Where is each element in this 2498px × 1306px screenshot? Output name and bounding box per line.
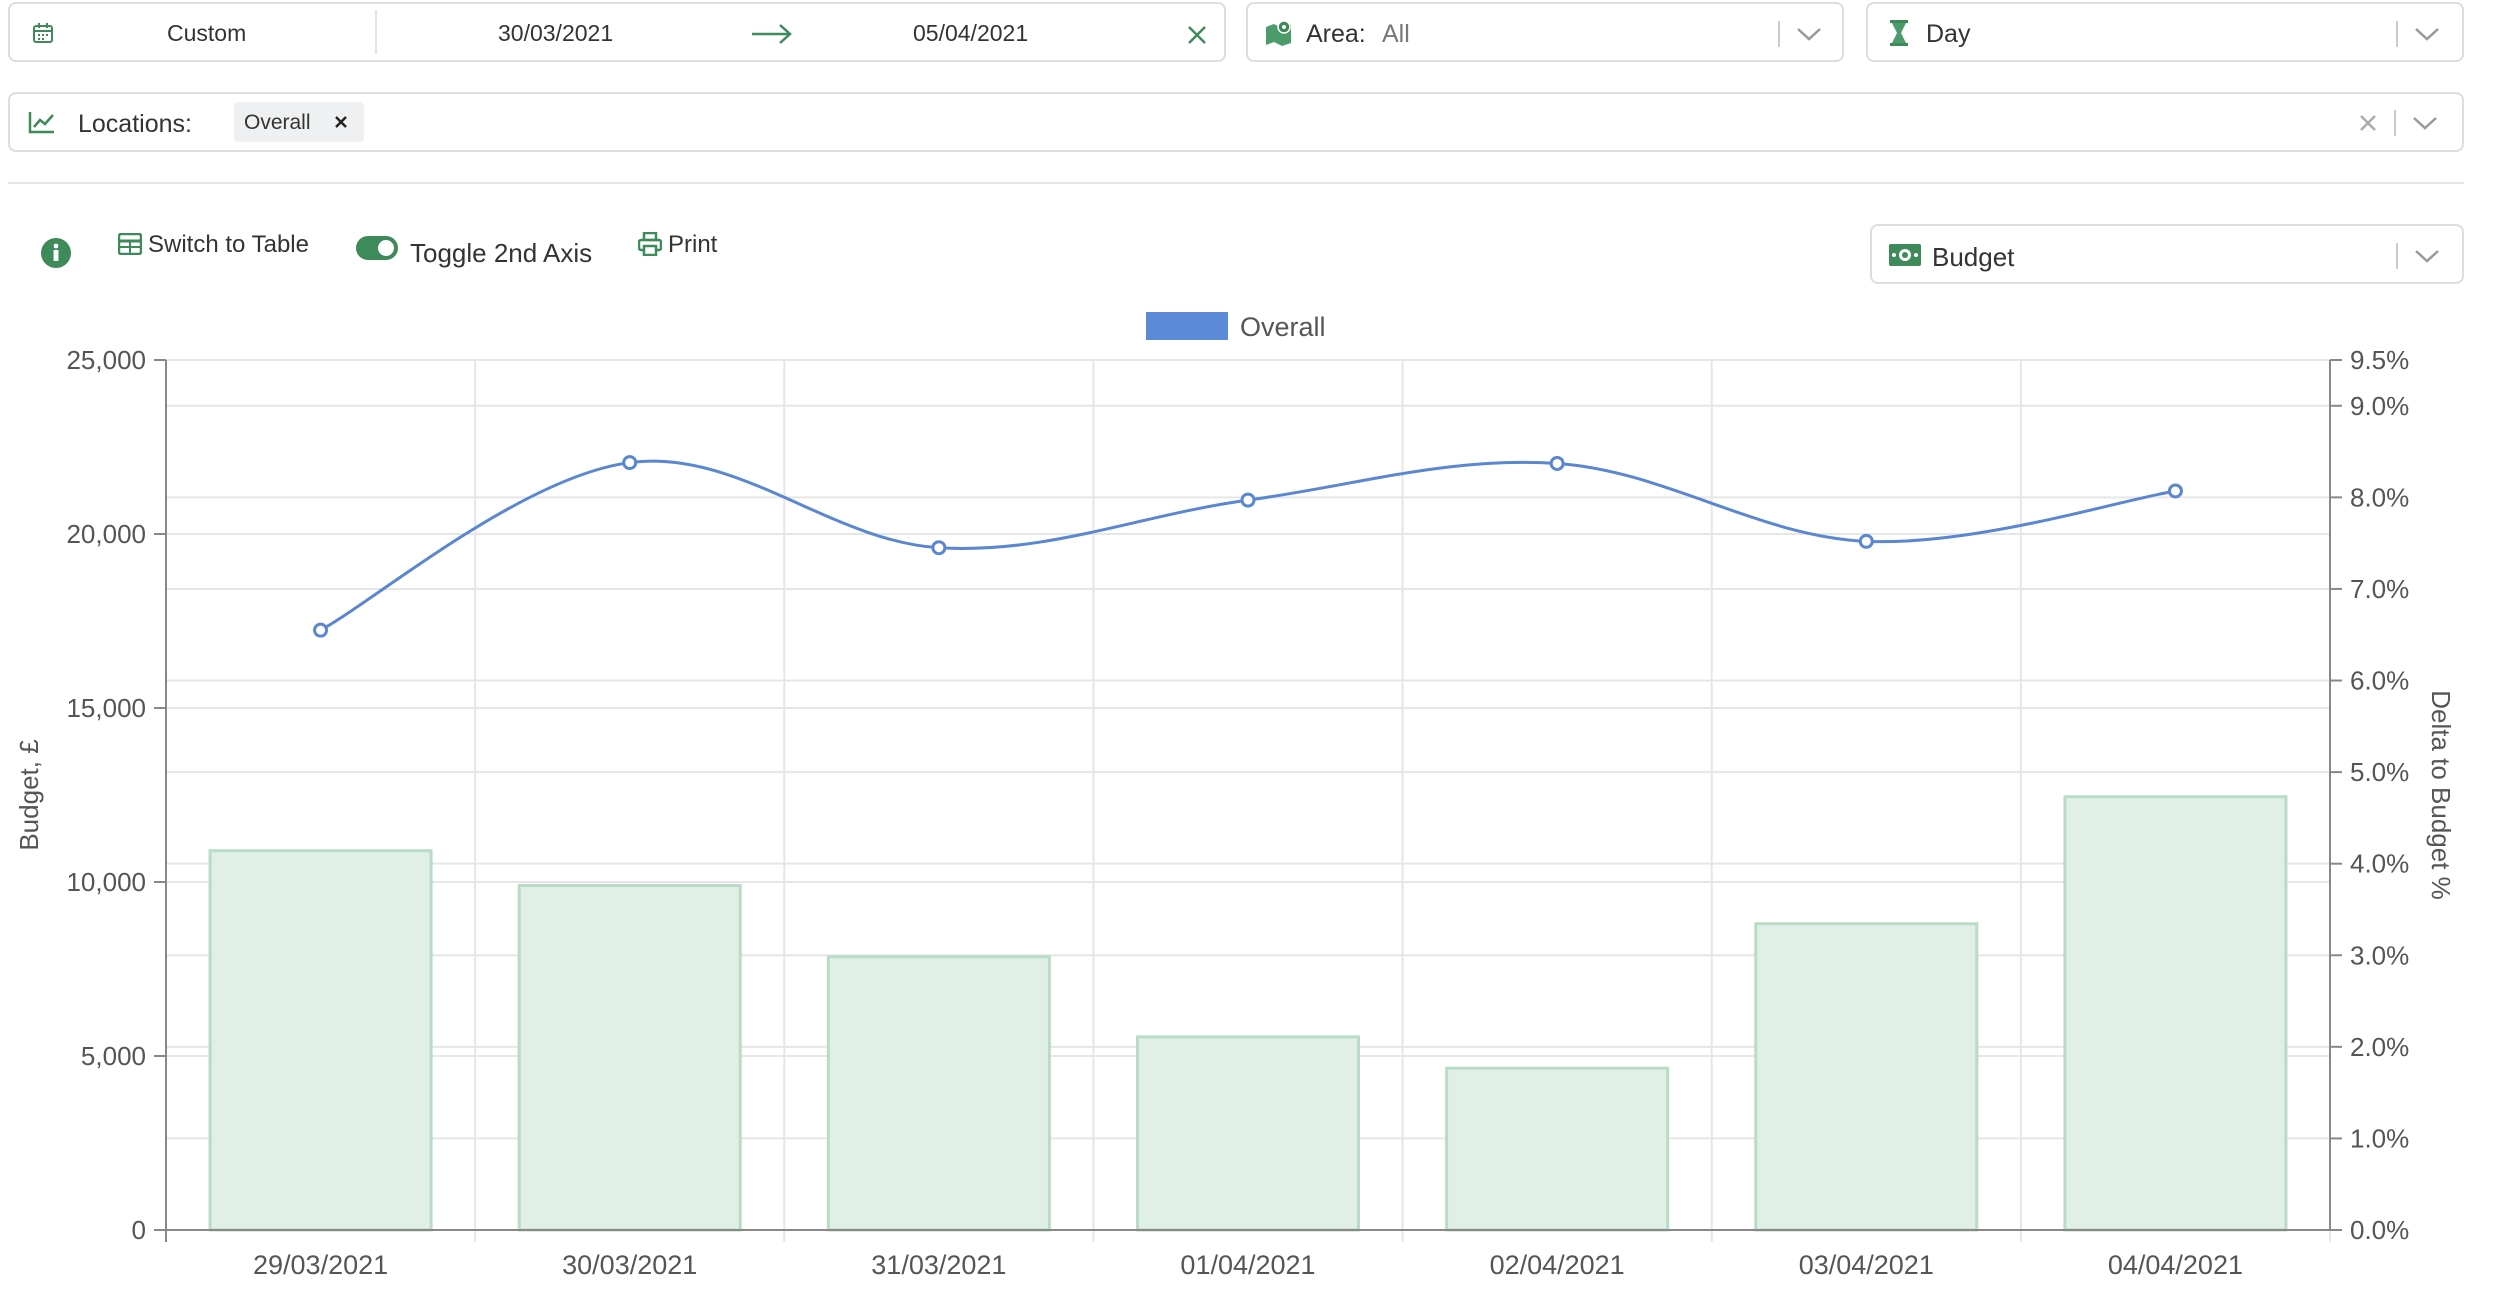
x-tick-label: 02/04/2021 xyxy=(1490,1250,1625,1280)
chevron-down-icon[interactable] xyxy=(2412,115,2438,131)
printer-icon xyxy=(638,232,662,256)
y2-tick-label: 8.0% xyxy=(2350,482,2409,512)
y-tick-label: 15,000 xyxy=(66,693,146,723)
line-point xyxy=(1549,455,1565,471)
switch-to-table-label: Switch to Table xyxy=(148,231,309,258)
bar xyxy=(2063,795,2288,1232)
area-value: All xyxy=(1382,20,1410,48)
x-tick-label: 04/04/2021 xyxy=(2108,1250,2243,1280)
y2-tick-label: 7.0% xyxy=(2350,574,2409,604)
chart-bars xyxy=(208,795,2288,1232)
chevron-down-icon[interactable] xyxy=(2414,248,2440,264)
line-point xyxy=(931,540,947,556)
legend-label: Overall xyxy=(1240,312,1326,342)
bar xyxy=(208,849,433,1232)
period-value: Day xyxy=(1926,20,1971,48)
bar xyxy=(517,883,742,1232)
end-date-input[interactable]: 05/04/2021 xyxy=(913,20,1029,46)
chart-legend: Overall xyxy=(1146,312,1326,342)
y-tick-label: 5,000 xyxy=(81,1041,146,1071)
toggle-2nd-axis-label: Toggle 2nd Axis xyxy=(410,238,593,268)
date-range-filter[interactable]: Custom 30/03/2021 05/04/2021 xyxy=(8,2,1226,62)
location-chip-label: Overall xyxy=(244,111,311,134)
line-point xyxy=(622,455,638,471)
period-filter[interactable]: Day xyxy=(1866,2,2464,62)
bar xyxy=(1754,922,1979,1232)
bar xyxy=(826,955,1051,1232)
x-tick-label: 03/04/2021 xyxy=(1799,1250,1934,1280)
y2-axis-title: Delta to Budget % xyxy=(2426,690,2456,900)
line-point xyxy=(313,622,329,638)
start-date-input[interactable]: 30/03/2021 xyxy=(498,20,614,46)
budget-chart: 0 5,000 10,000 15,000 20,000 25,000 0.0% 1.0% 2.… xyxy=(14,312,2456,1280)
clear-locations-icon[interactable] xyxy=(2358,113,2378,133)
toggle-switch[interactable] xyxy=(356,236,398,260)
x-tick-label: 29/03/2021 xyxy=(253,1250,388,1280)
date-preset-select[interactable]: Custom xyxy=(167,20,247,46)
locations-filter[interactable]: Locations: Overall xyxy=(8,92,2464,152)
chart-axes: 0 5,000 10,000 15,000 20,000 25,000 0.0% 1.0% 2.… xyxy=(14,345,2456,1280)
series-line xyxy=(319,459,2176,632)
y2-tick-label: 3.0% xyxy=(2350,940,2409,970)
y-tick-label: 10,000 xyxy=(66,867,146,897)
clear-date-icon[interactable] xyxy=(1186,24,1208,46)
y-axis-title: Budget, £ xyxy=(14,739,44,851)
y2-tick-label: 5.0% xyxy=(2350,757,2409,787)
y2-tick-label: 9.5% xyxy=(2350,345,2409,375)
y2-tick-label: 2.0% xyxy=(2350,1032,2409,1062)
y2-tick-label: 0.0% xyxy=(2350,1215,2409,1245)
arrow-right-icon xyxy=(752,24,792,44)
y2-tick-label: 9.0% xyxy=(2350,391,2409,421)
metric-select[interactable]: Budget xyxy=(1870,224,2464,284)
info-icon[interactable] xyxy=(40,237,72,269)
line-point xyxy=(1858,533,1874,549)
x-tick-label: 01/04/2021 xyxy=(1180,1250,1315,1280)
area-filter[interactable]: Area: All xyxy=(1246,2,1844,62)
divider xyxy=(8,182,2464,184)
money-icon xyxy=(1889,244,1921,266)
line-point xyxy=(1240,492,1256,508)
chart-line xyxy=(313,455,2183,638)
line-point xyxy=(2167,483,2183,499)
print-label: Print xyxy=(668,231,718,258)
y2-tick-label: 1.0% xyxy=(2350,1123,2409,1153)
toggle-2nd-axis[interactable]: Toggle 2nd Axis xyxy=(354,230,594,274)
x-tick-label: 31/03/2021 xyxy=(871,1250,1006,1280)
locations-label: Locations: xyxy=(78,110,192,138)
map-icon xyxy=(1266,20,1291,46)
location-chip: Overall xyxy=(234,102,364,142)
table-icon xyxy=(118,233,142,255)
switch-to-table-button[interactable]: Switch to Table xyxy=(116,228,316,264)
chevron-down-icon[interactable] xyxy=(2414,26,2440,42)
metric-value: Budget xyxy=(1932,242,2015,272)
x-tick-label: 30/03/2021 xyxy=(562,1250,697,1280)
y-tick-label: 20,000 xyxy=(66,519,146,549)
area-label: Area: xyxy=(1306,20,1366,48)
remove-chip-icon[interactable] xyxy=(334,115,348,129)
bar xyxy=(1135,1035,1361,1232)
print-button[interactable]: Print xyxy=(636,228,746,264)
legend-swatch xyxy=(1146,312,1228,340)
y2-tick-label: 4.0% xyxy=(2350,849,2409,879)
bar xyxy=(1445,1066,1670,1232)
calendar-icon xyxy=(33,23,53,43)
line-chart-icon xyxy=(28,112,54,134)
hourglass-icon xyxy=(1890,20,1908,46)
y-tick-label: 25,000 xyxy=(66,345,146,375)
y2-tick-label: 6.0% xyxy=(2350,666,2409,696)
chevron-down-icon[interactable] xyxy=(1796,26,1822,42)
y-tick-label: 0 xyxy=(132,1215,146,1245)
